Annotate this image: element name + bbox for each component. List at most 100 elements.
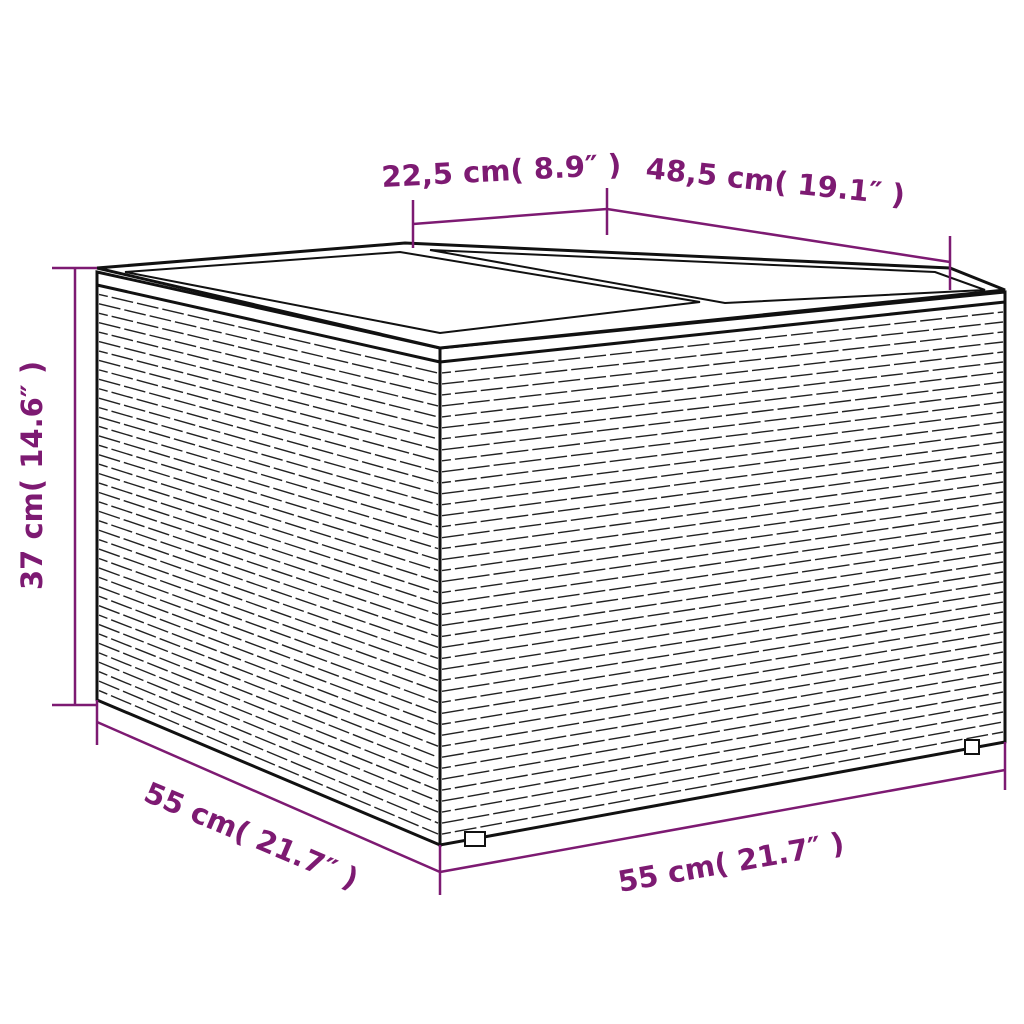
weave-strand — [441, 351, 1004, 418]
weave-strand — [98, 520, 439, 638]
weave-strand — [441, 721, 1004, 824]
weave-strand — [98, 303, 439, 385]
glass-panel-right — [429, 249, 986, 305]
weave-strand — [441, 551, 1004, 638]
weave-strand — [98, 359, 439, 451]
weave-strand — [441, 691, 1004, 791]
weave-strand — [441, 681, 1004, 780]
weave-strand — [98, 680, 439, 824]
weave-strand — [98, 671, 439, 813]
weave-strand — [98, 369, 439, 462]
weave-strand — [98, 595, 439, 725]
weave-strand — [441, 531, 1004, 616]
weave-strand — [98, 397, 439, 495]
dimension-label-height: 37 cm( 14.6″ ) — [15, 361, 49, 590]
weave-strand — [441, 591, 1004, 682]
weave-strand — [98, 689, 439, 835]
weave-strand — [441, 361, 1004, 429]
weave-strand — [441, 661, 1004, 758]
weave-strand — [98, 614, 439, 747]
box-foot-front — [464, 831, 486, 847]
weave-strand — [441, 731, 1004, 835]
weave-strand — [441, 311, 1004, 374]
weave-strand — [441, 711, 1004, 813]
weave-strand — [98, 652, 439, 791]
weave-strand — [98, 406, 439, 506]
weave-strand — [441, 561, 1004, 649]
weave-strand — [441, 391, 1004, 462]
dimension-label-top-right: 48,5 cm( 19.1″ ) — [644, 151, 906, 212]
weave-strand — [98, 350, 439, 440]
weave-strand — [98, 642, 439, 780]
weave-strand — [98, 538, 439, 660]
weave-strand — [441, 481, 1004, 561]
weave-strand — [98, 340, 439, 429]
rattan-box — [95, 241, 1007, 848]
weave-strand — [441, 491, 1004, 572]
weave-strand — [441, 401, 1004, 473]
weave-strand — [98, 454, 439, 561]
weave-strand — [98, 567, 439, 692]
weave-strand — [98, 633, 439, 769]
weave-strand — [98, 501, 439, 616]
box-foot-right — [964, 739, 980, 755]
weave-strand — [441, 671, 1004, 769]
weave-strand — [98, 331, 439, 418]
weave-strand — [441, 321, 1004, 385]
weave-strand — [98, 529, 439, 649]
weave-strand — [441, 701, 1004, 802]
weave-strand — [441, 641, 1004, 736]
weave-strand — [98, 463, 439, 572]
weave-strand — [441, 341, 1004, 407]
weave-strand — [441, 541, 1004, 627]
weave-strand — [98, 510, 439, 627]
weave-strand — [98, 576, 439, 703]
weave-strand — [441, 611, 1004, 703]
weave-strand — [98, 322, 439, 407]
weave-strand — [441, 621, 1004, 714]
weave-strand — [441, 511, 1004, 594]
glass-panel-left — [124, 250, 701, 335]
weave-strand — [441, 331, 1004, 396]
lid-rim-front — [96, 283, 1006, 364]
weave-strand — [98, 293, 439, 374]
weave-strand — [98, 312, 439, 396]
weave-strand — [98, 472, 439, 583]
weave-strand — [98, 548, 439, 671]
weave-strand — [98, 435, 439, 539]
weave-strand — [441, 471, 1004, 550]
weave-strand — [441, 651, 1004, 747]
weave-strand — [98, 661, 439, 802]
weave-strand — [441, 371, 1004, 440]
weave-strand — [441, 501, 1004, 583]
weave-strand — [441, 451, 1004, 528]
weave-strand — [441, 381, 1004, 451]
weave-strand — [98, 388, 439, 484]
weave-strand — [441, 581, 1004, 671]
weave-strand — [441, 601, 1004, 693]
weave-strand — [441, 571, 1004, 660]
weave-strand — [98, 623, 439, 758]
dimension-label-top-left: 22,5 cm( 8.9″ ) — [381, 147, 623, 194]
weave-strand — [98, 586, 439, 714]
weave-strand — [98, 482, 439, 594]
weave-strand — [98, 605, 439, 736]
weave-strand — [98, 491, 439, 605]
dimension-top-left: 22,5 cm( 8.9″ ) — [381, 147, 623, 248]
weave-strand — [441, 461, 1004, 539]
weave-strand — [441, 631, 1004, 725]
weave-strand — [441, 521, 1004, 605]
weave-strand — [98, 444, 439, 550]
weave-strand — [98, 416, 439, 517]
weave-strand — [441, 411, 1004, 484]
wicker-weave — [98, 293, 1004, 835]
weave-strand — [441, 441, 1004, 517]
dimension-label-width: 55 cm( 21.7″ ) — [615, 826, 847, 899]
weave-strand — [98, 378, 439, 473]
weave-strand — [441, 431, 1004, 506]
weave-strand — [98, 557, 439, 681]
dimension-height: 37 cm( 14.6″ ) — [15, 266, 97, 707]
weave-strand — [441, 421, 1004, 495]
